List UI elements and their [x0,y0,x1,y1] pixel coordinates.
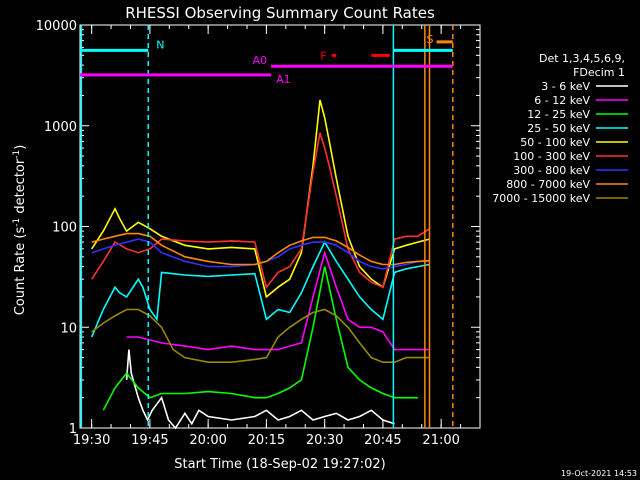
x-tick-label: 20:00 [189,433,226,448]
legend-label-6: 300 - 800 keV [513,164,590,177]
legend-label-1: 6 - 12 keV [534,94,590,107]
x-tick-label: 21:00 [422,433,459,448]
series-line-0 [125,349,395,430]
y-tick-label: 1000 [44,120,77,135]
legend-label-2: 12 - 25 keV [527,108,590,121]
plot-axes: 1 10 100 1000 10000 19:30 19:45 20:00 20:15 20:30… [36,19,481,448]
series-line-5 [91,132,430,289]
annotation-label-A0: A0 [253,54,268,67]
chart-title: RHESSI Observing Summary Count Rates [125,4,435,22]
y-tick-label: 10000 [36,19,77,34]
legend-header: Det 1,3,4,5,6,9, [539,52,625,65]
footer-date: 19-Oct-2021 14:53 [561,469,637,478]
legend-header: FDecim 1 [573,66,625,79]
y-axis-label: Count Rate (s-1 detector-1) [12,145,28,316]
y-tick-label: 100 [52,221,77,236]
series-line-3 [90,240,430,338]
legend-label-0: 3 - 6 keV [541,80,590,93]
annotation-label-A1: A1 [276,73,291,86]
annotation-label-N: N [156,38,164,51]
legend-label-7: 800 - 7000 keV [506,178,590,191]
legend-label-3: 25 - 50 keV [527,122,590,135]
series-lines [90,99,430,430]
annotation-label-F: F [320,49,326,62]
x-tick-label: 20:45 [364,433,401,448]
x-axis-label: Start Time (18-Sep-02 19:27:02) [174,457,385,472]
x-tick-label: 20:30 [306,433,343,448]
legend-label-4: 50 - 100 keV [520,136,590,149]
legend-label-5: 100 - 300 keV [513,150,590,163]
series-line-7 [91,232,430,266]
series-line-2 [102,266,418,411]
series-line-4 [91,99,430,299]
observing-annotations: N A0 A1 F S [80,25,454,428]
annotation-label-S: S [427,33,434,46]
x-tick-label: 20:15 [248,433,285,448]
series-line-6 [91,238,430,270]
y-tick-label: 10 [60,321,77,336]
x-tick-label: 19:30 [73,433,110,448]
legend-label-8: 7000 - 15000 keV [492,192,590,205]
series-line-1 [126,249,430,351]
x-tick-label: 19:45 [131,433,168,448]
series-line-8 [91,308,430,364]
y-tick-label: 1 [69,422,77,437]
